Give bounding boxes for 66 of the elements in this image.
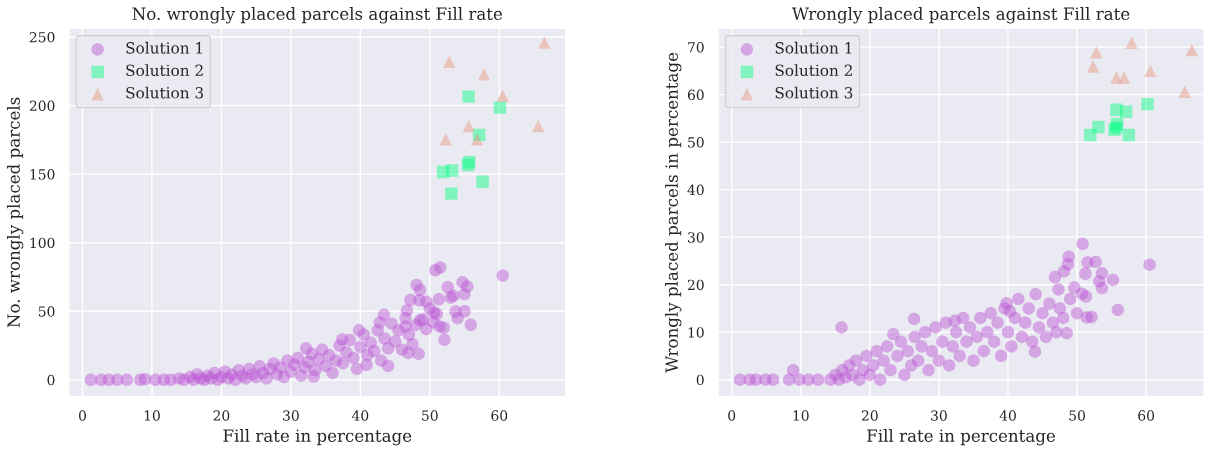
x-tick-label: 60 [1138, 410, 1155, 421]
chart-title: No. wrongly placed parcels against Fill rate [132, 7, 503, 24]
y-tick-label: 60 [687, 89, 704, 101]
point [1125, 36, 1138, 50]
point [462, 119, 475, 133]
x-tick-label: 10 [793, 410, 809, 421]
point [445, 164, 459, 177]
point [1086, 60, 1100, 73]
y-tick-label: 70 [688, 42, 704, 53]
legend-label: Solution 2 [126, 64, 203, 77]
point [439, 133, 452, 146]
x-tick-label: 50 [1069, 410, 1085, 421]
y-axis-title: Wrongly placed parcels in percentage [665, 52, 682, 373]
point [1092, 120, 1105, 134]
point [1083, 128, 1097, 142]
point [1185, 43, 1198, 57]
x-tick-label: 40 [351, 410, 369, 421]
y-tick-label: 50 [38, 306, 55, 317]
legend-label: Solution 3 [775, 86, 853, 99]
y-tick-label: 30 [688, 232, 704, 243]
point [477, 68, 491, 81]
y-tick-label: 10 [688, 327, 704, 338]
point [1144, 64, 1157, 78]
x-tick-label: 20 [861, 410, 878, 421]
point [1119, 105, 1133, 118]
point [538, 36, 551, 49]
x-tick-label: 0 [728, 410, 736, 421]
point [1110, 71, 1123, 84]
point [476, 175, 489, 188]
y-tick-label: 0 [47, 374, 55, 386]
chart-title: Wrongly placed parcels against Fill rate [791, 7, 1130, 24]
x-tick-label: 40 [999, 410, 1016, 421]
x-tick-label: 60 [491, 410, 508, 421]
y-tick-label: 0 [696, 374, 704, 386]
legend-label: Solution 3 [126, 86, 204, 99]
point [531, 119, 545, 133]
y-tick-label: 40 [687, 184, 704, 196]
point [1141, 97, 1154, 111]
legend-label: Solution 2 [775, 64, 852, 77]
x-tick-label: 30 [283, 410, 299, 421]
y-tick-label: 100 [30, 237, 55, 249]
x-tick-label: 20 [213, 410, 230, 421]
point [445, 187, 458, 200]
point [493, 101, 507, 114]
y-tick-label: 50 [688, 137, 704, 148]
x-tick-label: 0 [78, 410, 86, 421]
point [1122, 128, 1136, 142]
point [1090, 46, 1103, 59]
legend-label: Solution 1 [126, 41, 202, 54]
y-tick-label: 20 [687, 279, 704, 291]
point [470, 133, 484, 146]
point [496, 89, 509, 102]
x-axis-title: Fill rate in percentage [867, 429, 1055, 446]
point [443, 55, 456, 68]
point [1178, 85, 1192, 98]
point [1117, 71, 1131, 84]
y-tick-label: 150 [30, 169, 55, 180]
x-tick-label: 10 [144, 410, 160, 421]
point [462, 90, 475, 103]
y-axis-title: No. wrongly placed parcels [6, 97, 24, 328]
x-tick-label: 50 [422, 410, 438, 421]
legend-label: Solution 1 [775, 41, 852, 54]
x-axis-title: Fill rate in percentage [223, 429, 412, 446]
y-tick-label: 250 [29, 31, 55, 43]
y-tick-label: 200 [29, 100, 55, 112]
x-tick-label: 30 [931, 410, 947, 421]
